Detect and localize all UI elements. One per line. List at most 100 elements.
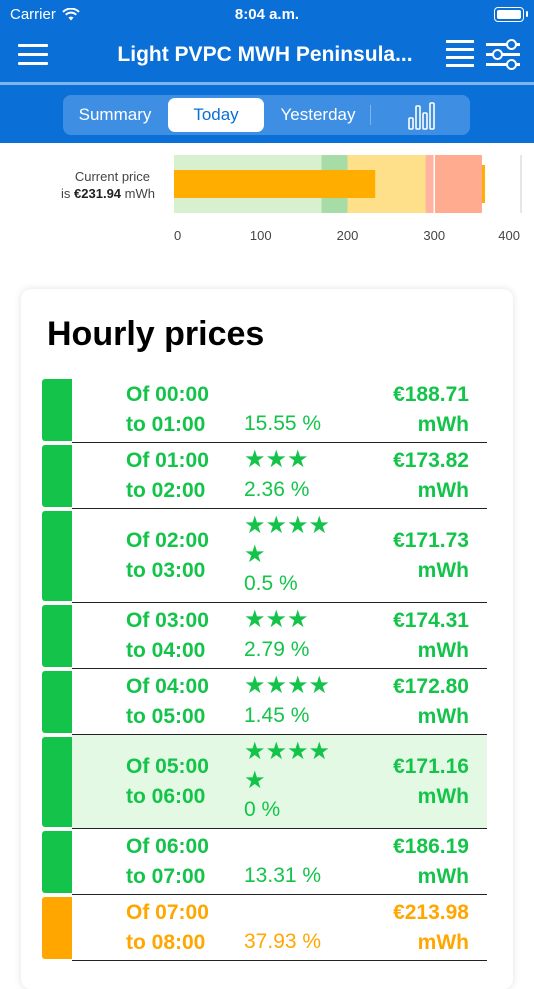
price-level-indicator <box>42 671 72 733</box>
current-price-value-line: is €231.94 mWh <box>61 186 155 201</box>
axis-tick-label: 400 <box>498 228 520 243</box>
hour-range: Of 01:00 to 02:00 <box>126 446 209 506</box>
current-price-prefix: is <box>61 186 71 201</box>
hour-to: to 08:00 <box>126 931 206 954</box>
status-bar: Carrier 8:04 a.m. <box>0 0 534 30</box>
current-price-label: Current price <box>74 169 150 184</box>
wifi-icon <box>62 8 80 21</box>
rating-stars: ★★★★★ <box>244 738 331 794</box>
hourly-price-row[interactable]: Of 02:00 to 03:00 ★★★★★ 0.5 % €171.73 mWh <box>42 509 487 603</box>
rating-stars: ★★★★★ <box>244 512 331 568</box>
hour-from: Of 00:00 <box>126 383 209 406</box>
carrier-group: Carrier <box>10 6 80 23</box>
page-title: Light PVPC MWH Peninsula... <box>117 43 413 66</box>
rating-stars: ★★★ <box>244 606 309 633</box>
current-price-chart: Current price is €231.94 mWh 0 100 200 300 4… <box>0 143 534 263</box>
hourly-price-row[interactable]: Of 07:00 to 08:00 37.93 % €213.98 mWh <box>42 895 487 961</box>
price-level-indicator <box>42 511 72 601</box>
hourly-price-row[interactable]: Of 04:00 to 05:00 ★★★★ 1.45 % €172.80 mWh <box>42 669 487 735</box>
row-divider <box>72 893 487 895</box>
hour-to: to 01:00 <box>126 413 206 436</box>
price-value: €213.98 <box>393 901 469 924</box>
price-unit: mWh <box>417 931 469 954</box>
price-band-4 <box>434 155 482 213</box>
price-unit: mWh <box>417 559 469 582</box>
tab-today[interactable]: Today <box>168 98 264 132</box>
price-value: €188.71 <box>393 383 469 406</box>
hour-to: to 05:00 <box>126 705 206 728</box>
navbar-divider <box>0 82 534 85</box>
segment-separator <box>370 105 371 125</box>
price-percent: 13.31 % <box>244 864 322 887</box>
hour-price: €171.16 mWh <box>393 752 469 812</box>
hour-range: Of 00:00 to 01:00 <box>126 380 209 440</box>
max-price-marker <box>481 165 485 203</box>
price-level-indicator <box>42 737 72 827</box>
price-percent: 0 % <box>244 798 281 821</box>
hourly-prices-card: Hourly prices Of 00:00 to 01:00 15.55 % €18… <box>21 289 513 989</box>
bar-chart-icon <box>407 101 435 130</box>
price-percent: 0.5 % <box>244 572 298 595</box>
price-level-indicator <box>42 897 72 959</box>
current-price-bar <box>174 170 376 198</box>
navigation-bar: Light PVPC MWH Peninsula... <box>0 30 534 82</box>
price-value: €186.19 <box>393 835 469 858</box>
hour-to: to 03:00 <box>126 559 206 582</box>
price-value: €174.31 <box>393 609 469 632</box>
hour-to: to 04:00 <box>126 639 206 662</box>
price-percent: 15.55 % <box>244 412 322 435</box>
price-percent: 2.36 % <box>244 478 310 501</box>
hour-to: to 06:00 <box>126 785 206 808</box>
price-level-indicator <box>42 831 72 893</box>
list-view-icon[interactable] <box>446 40 476 68</box>
price-unit: mWh <box>417 639 469 662</box>
hour-price: €213.98 mWh <box>393 898 469 958</box>
hour-from: Of 05:00 <box>126 755 209 778</box>
rating-stars: ★★★★ <box>244 672 331 699</box>
tab-chart[interactable] <box>373 98 468 132</box>
hour-range: Of 02:00 to 03:00 <box>126 526 209 586</box>
price-band-3 <box>425 155 435 213</box>
hourly-price-row[interactable]: Of 06:00 to 07:00 13.31 % €186.19 mWh <box>42 829 487 895</box>
price-level-indicator <box>42 379 72 441</box>
hour-from: Of 02:00 <box>126 529 209 552</box>
row-divider <box>72 733 487 735</box>
hourly-price-row[interactable]: Of 00:00 to 01:00 15.55 % €188.71 mWh <box>42 377 487 443</box>
price-percent: 37.93 % <box>244 930 322 953</box>
hourly-price-row[interactable]: Of 03:00 to 04:00 ★★★ 2.79 % €174.31 mWh <box>42 603 487 669</box>
battery-icon <box>494 7 528 22</box>
row-divider <box>72 667 487 669</box>
axis-tick-label: 100 <box>250 228 272 243</box>
filter-settings-icon[interactable] <box>486 39 520 70</box>
axis-tick-label: 200 <box>337 228 359 243</box>
row-divider <box>72 507 487 509</box>
hour-range: Of 07:00 to 08:00 <box>126 898 209 958</box>
price-unit: mWh <box>417 413 469 436</box>
current-hour-highlight <box>72 735 487 828</box>
hour-from: Of 01:00 <box>126 449 209 472</box>
row-divider <box>72 959 487 961</box>
hour-price: €171.73 mWh <box>393 526 469 586</box>
current-price-unit: mWh <box>124 186 155 201</box>
price-unit: mWh <box>417 479 469 502</box>
hour-range: Of 06:00 to 07:00 <box>126 832 209 892</box>
price-unit: mWh <box>417 785 469 808</box>
hourly-price-row[interactable]: Of 01:00 to 02:00 ★★★ 2.36 % €173.82 mWh <box>42 443 487 509</box>
price-level-indicator <box>42 445 72 507</box>
row-divider <box>72 601 487 603</box>
clock: 8:04 a.m. <box>234 6 300 23</box>
carrier-label: Carrier <box>10 6 56 23</box>
price-unit: mWh <box>417 865 469 888</box>
axis-tick-label: 0 <box>174 228 181 243</box>
hour-price: €186.19 mWh <box>393 832 469 892</box>
tab-summary[interactable]: Summary <box>78 105 152 124</box>
price-level-indicator <box>42 605 72 667</box>
segmented-control: Summary Today Yesterday <box>63 95 470 135</box>
hourly-price-row[interactable]: Of 05:00 to 06:00 ★★★★★ 0 % €171.16 mWh <box>42 735 487 829</box>
hour-price: €173.82 mWh <box>393 446 469 506</box>
tab-yesterday[interactable]: Yesterday <box>280 105 356 124</box>
hour-to: to 02:00 <box>126 479 206 502</box>
current-price-value: €231.94 <box>74 186 122 201</box>
hamburger-menu-icon[interactable] <box>18 44 48 66</box>
row-divider <box>72 827 487 829</box>
